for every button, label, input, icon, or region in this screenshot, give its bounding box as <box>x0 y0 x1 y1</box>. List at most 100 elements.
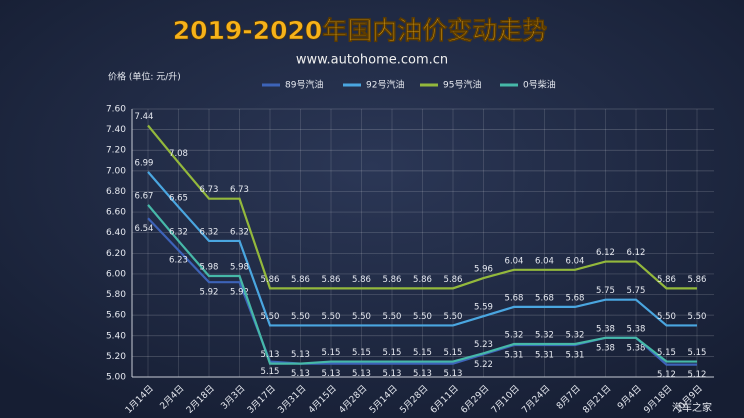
data-label: 6.04 <box>505 256 524 266</box>
data-label: 5.31 <box>505 351 524 361</box>
data-label: 5.31 <box>535 351 554 361</box>
data-label: 6.23 <box>169 256 188 266</box>
chart-subtitle: www.autohome.com.cn <box>296 53 448 68</box>
data-label: 6.04 <box>566 256 585 266</box>
data-label: 5.50 <box>383 312 402 322</box>
y-tick-label: 7.40 <box>106 125 126 135</box>
data-label: 5.22 <box>474 360 493 370</box>
data-label: 5.15 <box>261 367 280 377</box>
data-label: 5.13 <box>413 369 432 379</box>
data-label: 5.13 <box>352 369 371 379</box>
data-label: 5.32 <box>505 331 524 341</box>
series-line <box>147 124 697 290</box>
chart-title: 2019-2020年国内油价变动走势 <box>173 16 548 45</box>
data-label: 5.15 <box>322 348 341 358</box>
data-label: 5.13 <box>322 369 341 379</box>
data-label: 5.86 <box>413 275 432 285</box>
y-tick-label: 6.60 <box>106 208 126 218</box>
data-label: 5.13 <box>291 369 310 379</box>
data-label: 5.12 <box>688 370 707 380</box>
data-label: 5.68 <box>566 293 585 303</box>
y-tick-label: 6.00 <box>106 269 126 279</box>
data-label: 5.86 <box>444 275 463 285</box>
legend-label: 92号汽油 <box>366 79 404 91</box>
series-line <box>147 204 697 365</box>
y-tick-label: 5.40 <box>106 331 126 341</box>
data-label: 5.32 <box>566 331 585 341</box>
watermark: 汽车之家 <box>672 401 712 414</box>
data-label: 5.92 <box>230 288 249 298</box>
data-label: 6.32 <box>230 227 249 237</box>
data-label: 5.13 <box>383 369 402 379</box>
data-label: 5.15 <box>383 348 402 358</box>
data-label: 5.68 <box>535 293 554 303</box>
data-label: 5.38 <box>627 343 646 353</box>
data-label: 5.50 <box>322 312 341 322</box>
data-label: 5.75 <box>627 286 646 296</box>
data-label: 5.96 <box>474 265 493 275</box>
data-label: 5.23 <box>474 340 493 350</box>
data-label: 5.50 <box>352 312 371 322</box>
y-tick-label: 7.60 <box>106 105 126 115</box>
legend-label: 0号柴油 <box>523 79 556 91</box>
data-label: 5.50 <box>413 312 432 322</box>
data-label: 5.15 <box>688 348 707 358</box>
data-label: 5.50 <box>261 312 280 322</box>
series-line <box>147 171 697 327</box>
data-label: 5.15 <box>444 348 463 358</box>
data-label: 5.15 <box>352 348 371 358</box>
data-label: 5.50 <box>291 312 310 322</box>
data-label: 5.86 <box>261 275 280 285</box>
data-label: 5.13 <box>444 369 463 379</box>
data-label: 6.32 <box>200 227 219 237</box>
data-label: 6.54 <box>135 224 154 234</box>
data-label: 5.98 <box>200 262 219 272</box>
data-label: 6.12 <box>596 248 615 258</box>
data-label: 5.32 <box>535 331 554 341</box>
data-label: 6.99 <box>135 158 154 168</box>
y-tick-label: 6.40 <box>106 228 126 238</box>
data-label: 5.68 <box>505 293 524 303</box>
data-label: 6.32 <box>169 227 188 237</box>
data-label: 5.15 <box>657 348 676 358</box>
y-tick-label: 7.20 <box>106 146 126 156</box>
data-label: 5.59 <box>474 303 493 313</box>
legend-label: 89号汽油 <box>285 79 323 91</box>
data-label: 5.75 <box>596 286 615 296</box>
data-label: 7.44 <box>135 112 154 122</box>
data-label: 5.13 <box>291 350 310 360</box>
data-label: 5.86 <box>291 275 310 285</box>
data-label: 5.12 <box>657 370 676 380</box>
data-label: 5.50 <box>657 312 676 322</box>
y-tick-label: 5.60 <box>106 311 126 321</box>
data-label: 5.38 <box>596 343 615 353</box>
y-tick-label: 5.00 <box>106 373 126 383</box>
data-label: 6.73 <box>230 185 249 195</box>
data-label: 7.08 <box>169 149 188 159</box>
y-tick-label: 6.20 <box>106 249 126 259</box>
data-label: 5.86 <box>352 275 371 285</box>
y-tick-label: 5.80 <box>106 290 126 300</box>
data-label: 6.67 <box>135 191 154 201</box>
data-label: 6.73 <box>200 185 219 195</box>
data-label: 5.86 <box>657 275 676 285</box>
y-tick-label: 5.20 <box>106 352 126 362</box>
data-label: 5.98 <box>230 262 249 272</box>
data-label: 6.12 <box>627 248 646 258</box>
legend-label: 95号汽油 <box>443 79 481 91</box>
data-label: 5.50 <box>444 312 463 322</box>
data-label: 5.50 <box>688 312 707 322</box>
data-label: 5.86 <box>322 275 341 285</box>
data-label: 5.86 <box>688 275 707 285</box>
data-label: 5.92 <box>200 288 219 298</box>
data-label: 5.15 <box>413 348 432 358</box>
data-label: 5.86 <box>383 275 402 285</box>
data-label: 5.31 <box>566 351 585 361</box>
y-tick-label: 7.00 <box>106 166 126 176</box>
data-label: 5.38 <box>596 324 615 334</box>
data-label: 5.38 <box>627 324 646 334</box>
data-label: 6.04 <box>535 256 554 266</box>
y-tick-label: 6.80 <box>106 187 126 197</box>
